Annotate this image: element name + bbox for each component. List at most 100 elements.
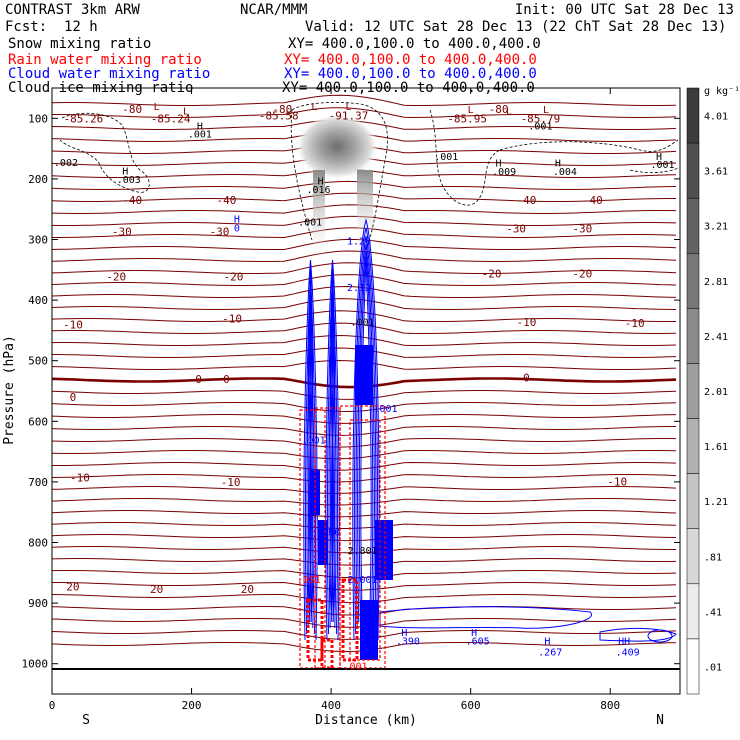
temperature-contour [52,94,677,106]
temperature-label: -10 [625,317,645,330]
contour-point-label: .002 [54,158,78,169]
contour-point-label: L [506,106,512,117]
temperature-label: -85.95 [447,112,487,125]
x-tick-label: 400 [321,699,341,712]
header-fcst-label: Fcst: [5,19,48,35]
direction-south: S [82,713,90,728]
x-axis-label: Distance (km) [315,713,417,728]
cloud-water-contour [353,227,379,635]
temperature-contour [52,546,676,554]
y-tick-label: 400 [28,294,48,307]
temperature-label: -85.26 [64,112,104,125]
cloud-water-contour [325,259,340,641]
contour-point-label: .004 [553,167,577,178]
header-model: CONTRAST 3km ARW [5,2,140,18]
contour-point-label: .001 [651,160,675,171]
field-name-cloud-water: Cloud water mixing ratio [8,66,211,82]
colorbar-label: 3.61 [704,167,728,178]
temperature-contour [52,510,677,518]
temperature-label: -20 [572,267,592,280]
contour-point-label: .001 [298,217,322,228]
cloud-ice-contours [59,102,679,251]
temperature-contour [52,522,677,529]
temperature-label: 20 [241,583,254,596]
y-tick-label: 100 [28,112,48,125]
cloud-water-core [360,600,378,660]
contour-point-label: .001 [188,129,212,140]
contour-point-label: H [318,177,324,188]
temperature-label: -10 [222,312,242,325]
contour-point-label: .80 [322,528,340,539]
temperature-label: -30 [506,223,526,236]
contour-point-label: .001 [343,662,367,673]
contour-point-label: 2.801 [347,546,377,557]
temperature-contour [52,558,677,566]
cloud-water-contour [352,218,380,641]
contour-point-label: L [346,102,352,113]
temperature-label: -85.79 [521,112,561,125]
colorbar-bin [686,363,700,419]
contour-point-label: .001 [528,122,552,133]
contour-point-label: .001 [302,435,326,446]
temperature-label: -20 [106,270,126,283]
colorbar-bin [686,197,700,254]
temperature-contour [52,426,676,436]
temperature-label: -40 [122,194,142,207]
cloud-water-contour [326,267,339,635]
contour-point-label: .390 [396,637,420,648]
colorbar-label: 1.61 [704,442,728,453]
temperature-label: -10 [607,475,627,488]
colorbar: .01 .41 .81 1.21 1.61 2.01 2.41 2.81 3.21 3.61 4.0… [686,87,728,695]
temperature-label: -30 [210,226,230,239]
y-tick-label: 500 [28,355,48,368]
cloud-water-contour [379,606,593,629]
temperature-label: 20 [66,581,79,594]
contour-point-label: L [183,106,189,117]
contour-point-label: .001 [434,152,458,163]
temperature-contour [52,414,677,424]
temperature-contour [52,486,677,494]
temperature-label: -20 [482,267,502,280]
cloud-water-contour [355,235,377,629]
y-tick-label: 600 [28,415,48,428]
rain-water-contour [320,638,334,670]
colorbar-label: 4.01 [704,112,728,123]
x-tick-label: 0 [49,699,56,712]
cloud-water-core [318,520,328,565]
cloud-water-contour [358,251,374,617]
contour-point-label: .001 [297,575,321,586]
temperature-contour [52,334,677,346]
contour-point-label: .267 [538,648,562,659]
colorbar-bin [686,473,700,529]
contour-point-label: H [197,122,203,133]
temperature-label: -30 [572,223,592,236]
contour-point-label: 1.20 [347,237,371,248]
x-tick-label: 200 [182,699,202,712]
cloud-water-core [355,345,373,405]
temperature-label: -85.58 [259,109,299,122]
rain-water-contour [349,419,381,661]
y-tick-label: 800 [28,537,48,550]
y-axis-label: Pressure (hPa) [2,335,17,445]
contour-point-label: 2.12 [347,283,371,294]
temperature-contour [52,570,677,579]
colorbar-bin [686,142,700,199]
colorbar-label: 2.01 [704,387,728,398]
field-xy-rain: XY= 400.0,100.0 to 400.0,400.0 [284,52,537,68]
direction-north: N [656,713,664,728]
contour-point-label: H [122,166,128,177]
contour-point-label: .003 [117,175,141,186]
temperature-contour [52,498,677,506]
temperature-contour [52,581,677,591]
temperature-label: -10 [70,472,90,485]
contour-point-label: .605 [466,637,490,648]
colorbar-label: .01 [704,662,722,673]
cloud-water-contour [329,299,336,611]
temperature-label: -40 [517,194,537,207]
colorbar-label: .41 [704,607,722,618]
y-tick-label: 300 [28,234,48,247]
x-tick-label: 800 [600,699,620,712]
header-fcst-value: 12 h [64,19,98,35]
field-name-rain: Rain water mixing ratio [8,52,202,68]
